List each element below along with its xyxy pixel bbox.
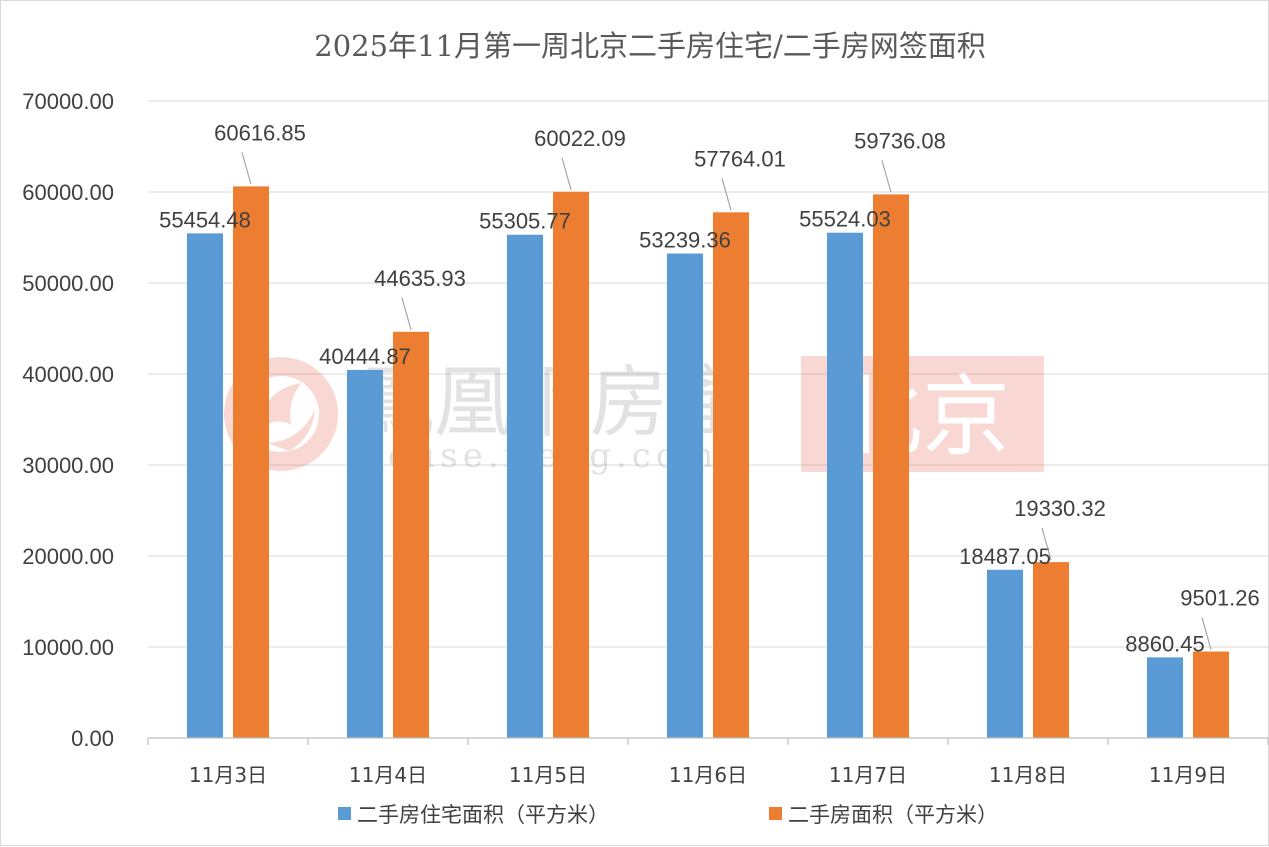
- leader-line: [241, 152, 252, 185]
- x-axis: 11月3日 11月4日 11月5日 11月6日 11月7日 11月8日 11月9日: [147, 737, 1269, 787]
- data-label: 53239.36: [639, 228, 731, 253]
- x-tick-label: 11月7日: [829, 763, 907, 787]
- leader-line: [881, 160, 892, 193]
- bar-residential: [507, 234, 543, 738]
- data-label: 19330.32: [1014, 496, 1106, 521]
- data-label: 9501.26: [1180, 586, 1260, 611]
- data-label: 57764.01: [694, 146, 786, 171]
- data-labels: 55454.48 60616.85 40444.87 44635.93 55305.77…: [159, 120, 1260, 656]
- data-label: 60022.09: [534, 126, 626, 151]
- y-tick-label: 50000.00: [22, 271, 114, 296]
- data-label: 18487.05: [959, 544, 1051, 569]
- leader-line: [1041, 527, 1052, 561]
- watermark-city: 北京: [834, 365, 1010, 468]
- data-label: 55305.77: [479, 209, 571, 234]
- bar-residential: [987, 569, 1023, 738]
- gridlines: [148, 100, 1268, 648]
- y-tick-label: 70000.00: [22, 89, 114, 114]
- legend-item: 二手房住宅面积（平方米）: [338, 803, 609, 827]
- data-label: 60616.85: [214, 120, 306, 145]
- leader-line: [401, 297, 412, 330]
- legend-label: 二手房住宅面积（平方米）: [357, 803, 609, 827]
- data-label: 8860.45: [1125, 631, 1205, 656]
- chart-title: 2025年11月第一周北京二手房住宅/二手房网签面积: [314, 29, 985, 63]
- x-tick-label: 11月6日: [669, 763, 747, 787]
- y-tick-label: 60000.00: [22, 180, 114, 205]
- bar-residential: [667, 253, 703, 738]
- bar-residential: [827, 232, 863, 738]
- data-label: 55454.48: [159, 207, 251, 232]
- bar-total: [1193, 651, 1229, 738]
- data-label: 59736.08: [854, 128, 946, 153]
- logo-tail: [267, 409, 315, 451]
- legend: 二手房住宅面积（平方米） 二手房面积（平方米）: [338, 803, 998, 827]
- y-tick-label: 20000.00: [22, 544, 114, 569]
- bar-total: [553, 191, 589, 739]
- y-tick-label: 0.00: [71, 726, 114, 751]
- x-tick-label: 11月9日: [1149, 763, 1227, 787]
- bars: [187, 186, 1229, 739]
- bar-total: [393, 331, 429, 738]
- bar-residential: [347, 369, 383, 738]
- bar-total: [873, 194, 909, 738]
- x-tick-label: 11月5日: [509, 763, 587, 787]
- x-tick-label: 11月3日: [189, 763, 267, 787]
- x-tick-label: 11月4日: [349, 763, 427, 787]
- y-axis: 0.00 10000.00 20000.00 30000.00 40000.00 5000…: [22, 89, 114, 751]
- bar-total: [233, 186, 269, 738]
- legend-label: 二手房面积（平方米）: [788, 803, 998, 827]
- x-tick-label: 11月8日: [989, 763, 1067, 787]
- data-label: 40444.87: [319, 344, 411, 369]
- bar-residential: [187, 233, 223, 738]
- y-tick-label: 10000.00: [22, 635, 114, 660]
- legend-swatch: [769, 807, 782, 820]
- data-label: 44635.93: [374, 266, 466, 291]
- y-tick-label: 40000.00: [22, 362, 114, 387]
- legend-item: 二手房面积（平方米）: [769, 803, 998, 827]
- y-tick-label: 30000.00: [22, 453, 114, 478]
- bar-total: [713, 212, 749, 738]
- bar-total: [1033, 562, 1069, 738]
- data-label: 55524.03: [799, 207, 891, 232]
- leader-line: [721, 178, 732, 211]
- legend-swatch: [338, 807, 351, 820]
- leader-line: [561, 157, 572, 190]
- leader-line: [1201, 617, 1212, 650]
- bar-residential: [1147, 657, 1183, 738]
